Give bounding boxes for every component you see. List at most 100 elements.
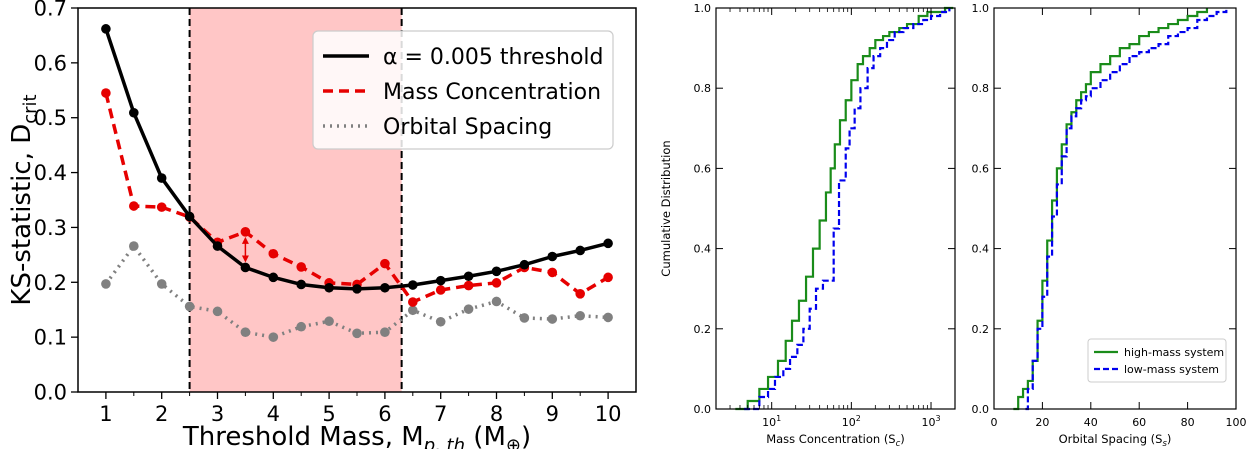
data-point bbox=[296, 321, 307, 332]
data-point bbox=[352, 284, 362, 294]
x-tick-label: 1 bbox=[99, 402, 112, 426]
data-point bbox=[547, 314, 558, 324]
y-tick-label: 1.0 bbox=[694, 2, 712, 15]
data-point bbox=[575, 245, 585, 256]
data-point bbox=[184, 301, 195, 312]
x-axis-label: Threshold Mass, Mp, th (M⊕) bbox=[182, 422, 531, 449]
data-point bbox=[268, 248, 279, 259]
data-point bbox=[184, 211, 195, 222]
x-tick-label: 80 bbox=[1181, 416, 1195, 429]
x-tick-label: 5 bbox=[322, 402, 335, 426]
data-point bbox=[408, 280, 418, 290]
legend-label: low-mass system bbox=[1124, 363, 1219, 376]
data-point bbox=[240, 262, 251, 273]
data-point bbox=[491, 266, 502, 277]
y-tick-label: 0.7 bbox=[34, 0, 67, 21]
y-tick-label: 0.0 bbox=[972, 403, 990, 416]
data-point bbox=[463, 271, 474, 282]
data-point bbox=[240, 227, 251, 237]
data-point bbox=[380, 258, 390, 269]
x-tick-label: 10 bbox=[595, 402, 622, 426]
y-tick-label: 0.6 bbox=[34, 51, 67, 75]
y-tick-label: 0.4 bbox=[34, 161, 67, 185]
data-point bbox=[435, 275, 446, 286]
data-point bbox=[101, 88, 111, 98]
data-point bbox=[491, 296, 502, 307]
y-tick-label: 0.0 bbox=[694, 403, 712, 416]
y-tick-label: 0.5 bbox=[34, 106, 67, 130]
y-tick-label: 0.8 bbox=[694, 82, 712, 95]
data-point bbox=[463, 280, 474, 291]
data-point bbox=[129, 201, 139, 211]
x-tick-label: 40 bbox=[1084, 416, 1098, 429]
data-point bbox=[603, 272, 613, 283]
data-point bbox=[380, 282, 390, 293]
data-point bbox=[129, 241, 139, 251]
data-point bbox=[156, 202, 167, 212]
data-point bbox=[240, 327, 251, 338]
x-tick-label: 60 bbox=[1132, 416, 1146, 429]
y-tick-label: 0.8 bbox=[972, 82, 990, 95]
y-tick-label: 0.1 bbox=[34, 326, 67, 350]
legend-label: Mass Concentration bbox=[383, 80, 601, 105]
data-point bbox=[380, 327, 390, 338]
legend-label: high-mass system bbox=[1124, 346, 1224, 359]
y-tick-label: 0.6 bbox=[972, 162, 990, 175]
plot-frame bbox=[993, 7, 1237, 410]
data-point bbox=[603, 238, 613, 249]
y-tick-label: 0.2 bbox=[972, 323, 990, 336]
x-tick-label: 101 bbox=[762, 414, 781, 429]
x-tick-label: 3 bbox=[211, 402, 224, 426]
data-point bbox=[519, 259, 530, 270]
data-point bbox=[101, 24, 111, 34]
data-point bbox=[352, 328, 362, 339]
x-axis-label: Mass Concentration (Sc) bbox=[766, 432, 905, 449]
y-tick-label: 0.2 bbox=[34, 271, 67, 295]
data-point bbox=[156, 279, 167, 289]
data-point bbox=[575, 289, 585, 299]
data-point bbox=[408, 305, 418, 316]
x-tick-label: 100 bbox=[1226, 416, 1247, 429]
legend-box bbox=[312, 30, 614, 150]
y-tick-label: 0.6 bbox=[694, 162, 712, 175]
legend-label: Orbital Spacing bbox=[383, 115, 552, 140]
y-tick-label: 0.3 bbox=[34, 216, 67, 240]
data-point bbox=[129, 107, 139, 118]
y-tick-label: 0.0 bbox=[34, 381, 67, 405]
x-tick-label: 102 bbox=[842, 414, 861, 429]
plot-frame bbox=[715, 7, 956, 410]
ecdf-line-1 bbox=[744, 8, 951, 411]
y-axis-label: KS-statistic, Dcrit bbox=[7, 94, 41, 305]
data-point bbox=[296, 262, 307, 272]
y-tick-label: 1.0 bbox=[972, 2, 990, 15]
legend-label: α = 0.005 threshold bbox=[383, 45, 604, 70]
ecdf-line-1 bbox=[1025, 8, 1228, 411]
y-tick-label: 0.4 bbox=[694, 243, 712, 256]
data-point bbox=[435, 285, 446, 295]
y-axis-label: Cumulative Distribution bbox=[659, 140, 673, 276]
data-point bbox=[324, 316, 334, 327]
data-point bbox=[268, 272, 279, 283]
data-point bbox=[463, 304, 474, 314]
difference-arrow-head-down bbox=[241, 255, 249, 263]
data-point bbox=[212, 241, 223, 251]
data-point bbox=[156, 173, 167, 183]
y-tick-label: 0.2 bbox=[694, 323, 712, 336]
x-tick-label: 8 bbox=[490, 402, 503, 426]
data-point bbox=[491, 278, 502, 288]
data-point bbox=[603, 312, 613, 323]
data-point bbox=[435, 316, 446, 327]
data-point bbox=[547, 251, 558, 262]
difference-arrow-head-up bbox=[241, 236, 249, 244]
x-tick-label: 7 bbox=[434, 402, 447, 426]
data-point bbox=[519, 313, 530, 323]
x-axis-label: Orbital Spacing (Ss) bbox=[1059, 432, 1172, 449]
data-point bbox=[547, 267, 558, 278]
data-point bbox=[268, 332, 279, 342]
data-point bbox=[575, 310, 585, 321]
data-point bbox=[101, 279, 111, 289]
x-tick-label: 103 bbox=[921, 414, 940, 429]
x-tick-label: 2 bbox=[155, 402, 168, 426]
legend-box bbox=[1087, 338, 1227, 383]
